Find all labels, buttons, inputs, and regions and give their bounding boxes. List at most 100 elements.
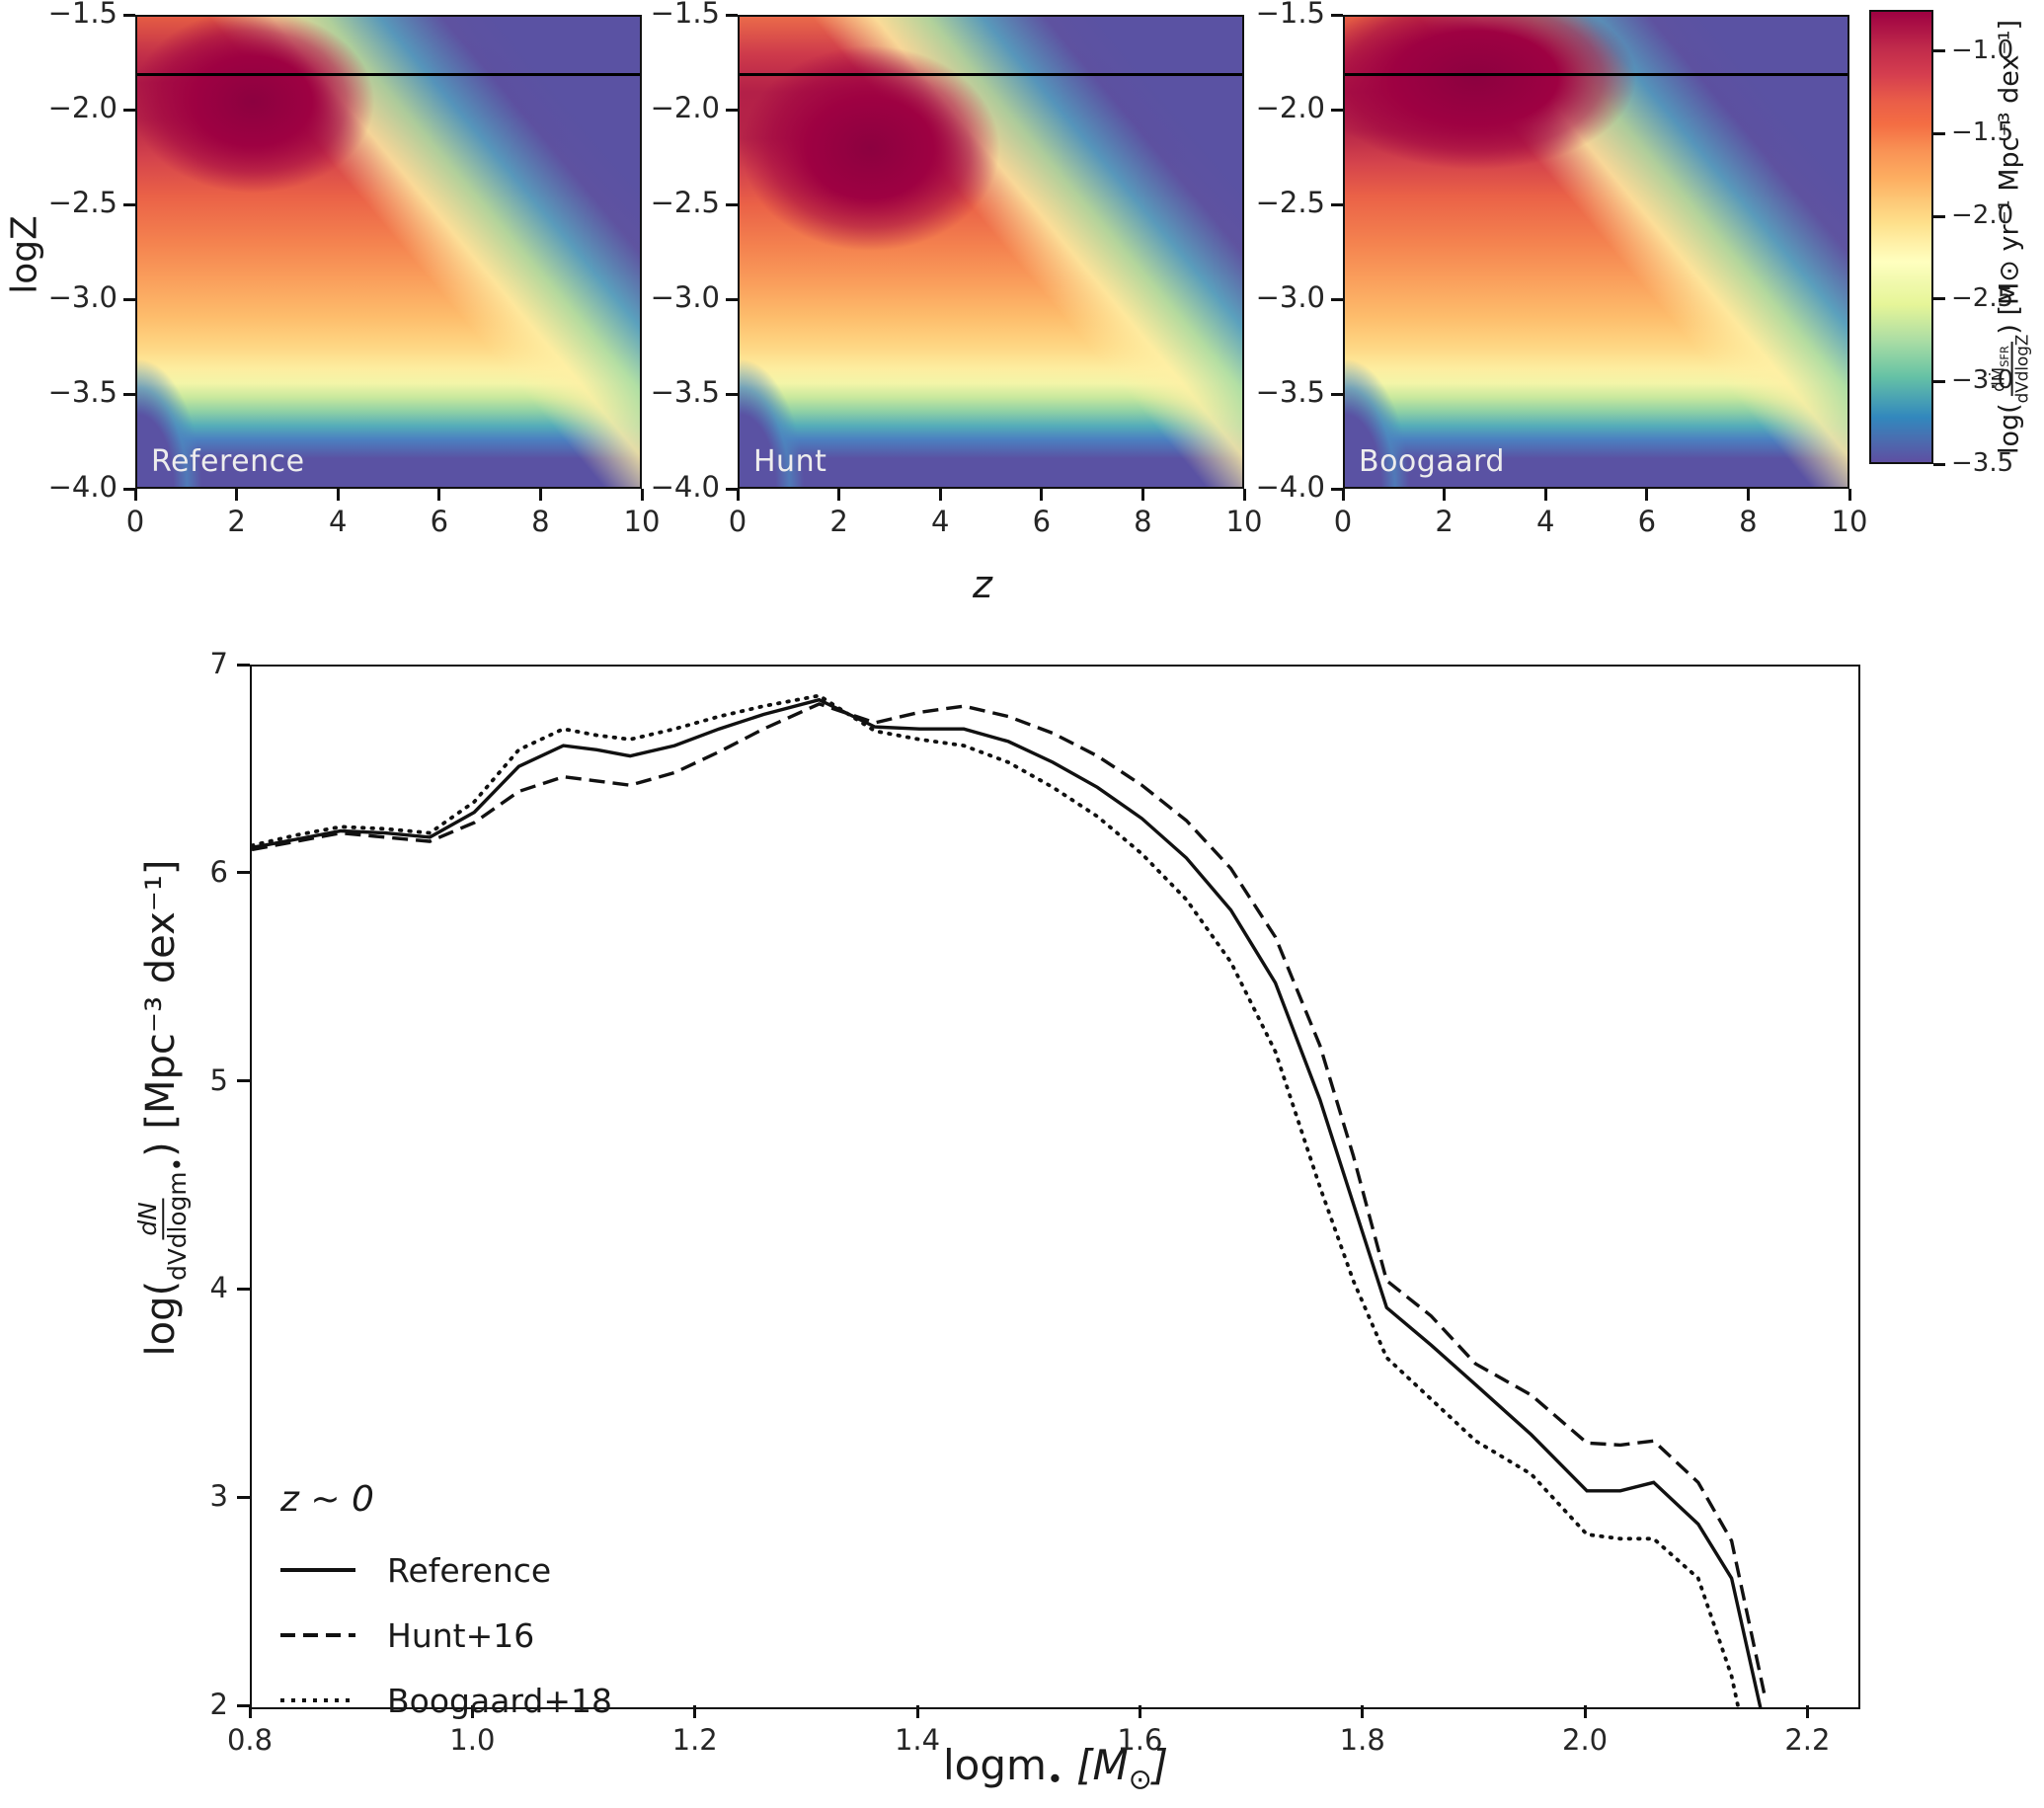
panel-label: Reference xyxy=(151,444,305,479)
x-tick-mark xyxy=(437,489,441,501)
plot-y-tick-label: 4 xyxy=(209,1271,228,1305)
plot-x-tick-mark xyxy=(915,1705,919,1718)
y-tick-label: −4.0 xyxy=(650,470,720,504)
colorbar-tick-label: −3.5 xyxy=(1951,448,2014,478)
plot-x-tick-mark xyxy=(1583,1705,1587,1718)
x-tick-label: 10 xyxy=(623,505,661,538)
colorbar-tick-mark xyxy=(1933,49,1945,53)
curve-dotted xyxy=(252,693,1741,1707)
x-tick-mark xyxy=(1543,489,1547,501)
plot-y-tick-mark xyxy=(237,1703,250,1707)
plot-x-tick-label: 1.4 xyxy=(894,1723,941,1757)
colorbar-label: log(dṀSFR dVdlogZ) [M⊙ yr⁻¹ Mpc⁻³ dex⁻¹] xyxy=(1989,20,2032,455)
y-tick-mark xyxy=(726,392,738,396)
x-tick-label: 0 xyxy=(1333,505,1353,538)
x-tick-mark xyxy=(1341,489,1345,501)
legend-item-label: Reference xyxy=(387,1550,552,1590)
x-tick-label: 0 xyxy=(728,505,747,538)
x-tick-mark xyxy=(837,489,841,501)
colorbar-tick-mark xyxy=(1933,214,1945,218)
reference-metallicity-line xyxy=(1345,73,1847,77)
line-plot-canvas xyxy=(252,693,1768,1707)
y-tick-mark xyxy=(726,108,738,112)
colorbar-label-denominator: dVdlogZ xyxy=(2011,334,2032,404)
legend-line-sample-solid xyxy=(280,1568,355,1572)
y-tick-label: −1.5 xyxy=(47,0,118,30)
plot-y-tick-mark xyxy=(237,1495,250,1499)
curve-dashed xyxy=(252,702,1768,1697)
y-tick-mark xyxy=(123,392,135,396)
legend-item-label: Hunt+16 xyxy=(387,1615,535,1655)
legend-title: z ~ 0 xyxy=(280,1479,374,1520)
x-tick-label: 10 xyxy=(1831,505,1868,538)
x-tick-label: 2 xyxy=(1435,505,1454,538)
x-tick-label: 8 xyxy=(1134,505,1152,538)
plot-x-tick-mark xyxy=(1138,1705,1141,1718)
y-tick-label: −2.0 xyxy=(1255,91,1325,124)
plot-y-tick-mark xyxy=(237,1287,250,1291)
x-tick-mark xyxy=(1443,489,1447,501)
plot-y-tick-label: 2 xyxy=(209,1688,228,1721)
plot-x-tick-mark xyxy=(470,1705,474,1718)
y-tick-label: −1.5 xyxy=(1255,0,1325,30)
colorbar-tick-label: −1.0 xyxy=(1951,35,2014,65)
y-tick-label: −2.5 xyxy=(650,186,720,219)
plot-x-tick-label: 0.8 xyxy=(226,1723,274,1757)
x-tick-mark xyxy=(1040,489,1044,501)
heatmap-panel-boogaard: Boogaard xyxy=(1343,15,1849,489)
y-tick-mark xyxy=(1331,297,1343,301)
y-tick-label: −3.5 xyxy=(650,375,720,409)
colorbar-label-prefix: log( xyxy=(1994,403,2025,455)
plot-y-tick-mark xyxy=(237,1079,250,1083)
plot-y-tick-label: 5 xyxy=(209,1062,228,1097)
plot-x-tick-mark xyxy=(248,1705,252,1718)
panel-label: Boogaard xyxy=(1359,444,1505,479)
reference-metallicity-line xyxy=(740,73,1242,77)
y-tick-mark xyxy=(123,108,135,112)
x-tick-label: 8 xyxy=(531,505,550,538)
plot-y-tick-mark xyxy=(237,663,250,667)
colorbar-tick-label: −3.0 xyxy=(1951,365,2014,396)
heatmap-panel-hunt: Hunt xyxy=(738,15,1244,489)
y-tick-label: −3.0 xyxy=(47,280,118,314)
x-tick-mark xyxy=(938,489,942,501)
colorbar-tick-mark xyxy=(1933,379,1945,383)
y-tick-mark xyxy=(1331,392,1343,396)
x-tick-mark xyxy=(640,489,644,501)
x-tick-label: 4 xyxy=(1535,505,1555,538)
plot-x-tick-mark xyxy=(693,1705,697,1718)
colorbar-tick-mark xyxy=(1933,131,1945,135)
plot-y-tick-label: 6 xyxy=(209,854,228,889)
x-tick-label: 6 xyxy=(1032,505,1052,538)
y-tick-label: −3.5 xyxy=(47,375,118,409)
plot-area xyxy=(250,665,1860,1709)
y-label-fraction: dN dVdlogm• xyxy=(133,1156,192,1281)
legend-item-dashed: Hunt+16 xyxy=(280,1603,612,1668)
legend-item-solid: Reference xyxy=(280,1537,612,1603)
y-tick-mark xyxy=(726,202,738,206)
colorbar-tick-label: −1.5 xyxy=(1951,118,2014,148)
plot-y-tick-mark xyxy=(237,871,250,875)
y-tick-label: −2.0 xyxy=(650,91,720,124)
y-tick-label: −3.5 xyxy=(1255,375,1325,409)
reference-metallicity-line xyxy=(137,73,640,77)
y-tick-label: −3.0 xyxy=(650,280,720,314)
plot-x-tick-label: 2.0 xyxy=(1562,1723,1609,1757)
legend: z ~ 0 Reference Hunt+16 Boogaard+18 xyxy=(280,1479,612,1733)
x-tick-mark xyxy=(1140,489,1144,501)
plot-y-tick-label: 7 xyxy=(209,647,228,680)
colorbar-tick-label: −2.5 xyxy=(1951,282,2014,313)
y-tick-label: −1.5 xyxy=(650,0,720,30)
y-tick-label: −2.0 xyxy=(47,91,118,124)
y-tick-mark xyxy=(726,487,738,491)
x-tick-label: 2 xyxy=(227,505,246,538)
plot-x-tick-mark xyxy=(1805,1705,1809,1718)
x-tick-label: 2 xyxy=(829,505,848,538)
x-tick-label: 0 xyxy=(125,505,145,538)
plot-x-tick-label: 1.2 xyxy=(671,1723,718,1757)
y-tick-mark xyxy=(123,202,135,206)
x-tick-label: 10 xyxy=(1225,505,1263,538)
heatmap-x-axis-label: z xyxy=(973,563,992,606)
y-tick-label: −2.5 xyxy=(47,186,118,219)
